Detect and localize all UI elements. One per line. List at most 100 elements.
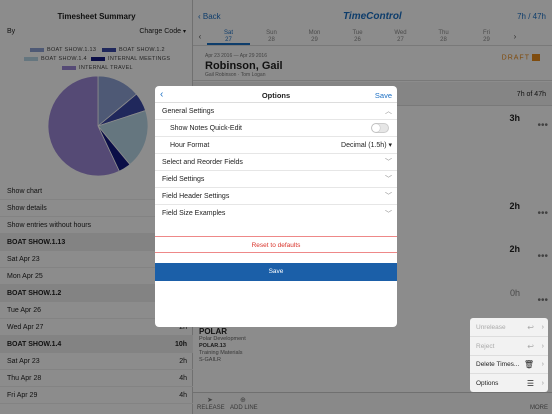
- day-tab[interactable]: Wed 27: [394, 30, 407, 43]
- reject-icon: ↩: [527, 341, 534, 351]
- general-settings-section[interactable]: General Settings ︿: [155, 103, 397, 120]
- day-tab[interactable]: Tue 26: [352, 30, 363, 43]
- list-item[interactable]: Sat Apr 23: [0, 251, 193, 268]
- chevron-down-icon: ▾: [386, 142, 392, 149]
- toggle-knob: [372, 124, 380, 132]
- select-reorder-fields-section[interactable]: Select and Reorder Fields ﹀: [155, 154, 397, 171]
- group-by-select[interactable]: Charge Code ▾: [139, 28, 186, 35]
- show-entries-without-hours-link[interactable]: Show entries without hours: [0, 217, 193, 234]
- chevron-down-icon: ﹀: [385, 176, 392, 183]
- unrelease-action[interactable]: Unrelease ↩ ›: [476, 322, 544, 332]
- bottom-toolbar: ➤ RELEASE ⊕ ADD LINE MORE: [193, 392, 552, 414]
- add-line-icon: ⊕: [240, 397, 246, 404]
- list-item[interactable]: Fri Apr 29 4h: [0, 387, 193, 404]
- show-details-link[interactable]: Show details: [0, 200, 193, 217]
- group-header: BOAT SHOW.1.4 10h: [0, 336, 193, 353]
- nav-bar: ‹ Back TimeControl 7h / 47h: [193, 0, 552, 30]
- group-header: BOAT SHOW.1.2: [0, 285, 193, 302]
- divider: [470, 355, 548, 356]
- draft-icon: [532, 54, 540, 61]
- chevron-right-icon: ›: [541, 342, 544, 350]
- field-header-settings-section[interactable]: Field Header Settings ﹀: [155, 188, 397, 205]
- legend-item: INTERNAL TRAVEL: [62, 65, 133, 71]
- status-badge: DRAFT: [502, 54, 540, 61]
- release-button[interactable]: RELEASE: [197, 405, 225, 411]
- chevron-right-icon: ›: [541, 379, 544, 387]
- more-icon[interactable]: •••: [537, 120, 548, 131]
- more-button[interactable]: MORE: [530, 405, 548, 411]
- options-action[interactable]: Options ☰ ›: [476, 378, 544, 388]
- group-by-value: Charge Code: [139, 28, 181, 35]
- chevron-right-icon: ›: [541, 360, 544, 368]
- field-size-examples-section[interactable]: Field Size Examples ﹀: [162, 210, 392, 218]
- legend-item: BOAT SHOW.1.13: [30, 47, 96, 53]
- timesheet-header: Apr 23 2016 — Apr 29 2016 Robinson, Gail…: [193, 48, 552, 81]
- reset-defaults-button[interactable]: Reset to defaults: [155, 236, 397, 253]
- list-item[interactable]: Thu Apr 28 4h: [0, 370, 193, 387]
- show-chart-link[interactable]: Show chart: [0, 183, 193, 200]
- notes-quick-edit-row: Show Notes Quick-Edit: [155, 120, 397, 137]
- unrelease-icon: ↩: [527, 322, 534, 332]
- chevron-down-icon: ﹀: [385, 159, 392, 166]
- legend-item: BOAT SHOW.1.2: [102, 47, 165, 53]
- chevron-down-icon: ﹀: [385, 193, 392, 200]
- entry-card[interactable]: POLAR Polar Development POLAR.13 Trainin…: [199, 327, 549, 364]
- day-tab[interactable]: Thu 28: [438, 30, 449, 43]
- summary-title: Timesheet Summary: [57, 12, 136, 21]
- notes-quick-edit-toggle[interactable]: [371, 123, 389, 133]
- legend-swatch: [30, 48, 44, 52]
- list-item[interactable]: Wed Apr 27 2h: [0, 319, 193, 336]
- sliders-icon: ☰: [526, 378, 534, 388]
- save-button[interactable]: Save: [155, 263, 397, 281]
- dialog-header: ‹ Options Save: [155, 86, 397, 103]
- app-logo: TimeControl: [343, 11, 402, 22]
- pie-chart: [47, 75, 149, 177]
- chevron-left-icon[interactable]: ‹: [198, 32, 202, 41]
- release-icon: ➤: [207, 397, 213, 404]
- chevron-down-icon: ▾: [182, 29, 186, 35]
- day-tab[interactable]: Mon 29: [308, 30, 321, 43]
- legend-item: BOAT SHOW.1.4: [24, 56, 87, 62]
- reject-action[interactable]: Reject ↩ ›: [476, 341, 544, 351]
- week-total: 7h / 47h: [517, 12, 546, 21]
- day-tab[interactable]: Sun 28: [266, 30, 277, 43]
- dialog-title: Options: [261, 91, 291, 100]
- more-icon[interactable]: •••: [537, 208, 548, 219]
- legend-swatch: [62, 66, 76, 70]
- list-item[interactable]: Tue Apr 26: [0, 302, 193, 319]
- legend-swatch: [102, 48, 116, 52]
- group-by-label: By: [7, 28, 16, 35]
- list-item[interactable]: Mon Apr 25: [0, 268, 193, 285]
- group-header: BOAT SHOW.1.13: [0, 234, 193, 251]
- add-line-button[interactable]: ADD LINE: [230, 405, 258, 411]
- divider: [470, 336, 548, 337]
- chevron-left-icon[interactable]: ‹: [160, 89, 164, 100]
- entry-hours: 2h: [509, 244, 520, 254]
- employee-name: Robinson, Gail: [205, 60, 283, 72]
- hour-format-select[interactable]: Decimal (1.5h) ▾: [341, 142, 392, 149]
- pie-slice: [47, 75, 120, 177]
- field-settings-section[interactable]: Field Settings ﹀: [155, 171, 397, 188]
- legend-swatch: [24, 57, 38, 61]
- header-save-button[interactable]: Save: [374, 91, 392, 100]
- chevron-right-icon: ›: [541, 323, 544, 331]
- delete-times-action[interactable]: Delete Times... 🗑 ›: [476, 359, 544, 369]
- legend-item: INTERNAL MEETINGS: [91, 56, 170, 62]
- chevron-left-icon: ‹: [198, 12, 203, 21]
- more-icon[interactable]: •••: [537, 295, 548, 306]
- back-button[interactable]: ‹ Back: [198, 12, 221, 21]
- day-tab[interactable]: Sat 27: [207, 28, 250, 45]
- summary-list: Show chart Show details Show entries wit…: [0, 183, 193, 404]
- chevron-down-icon: ﹀: [385, 210, 392, 218]
- entry-hours: 2h: [509, 201, 520, 211]
- employee-sub: Gail Robinson · Tom Logan: [205, 72, 266, 78]
- more-icon[interactable]: •••: [537, 251, 548, 262]
- chevron-right-icon[interactable]: ›: [513, 32, 517, 41]
- hour-format-row[interactable]: Hour Format Decimal (1.5h) ▾: [155, 137, 397, 154]
- project-name: POLAR: [199, 327, 227, 336]
- day-tab[interactable]: Fri 29: [483, 30, 490, 43]
- entry-hours: 0h: [509, 288, 520, 298]
- trash-icon: 🗑: [523, 359, 534, 369]
- list-item[interactable]: Sat Apr 23 2h: [0, 353, 193, 370]
- day-strip: ‹ Sat 27 Sun 28 Mon 29 Tue 26 Wed 27 Thu 28 Fr…: [193, 28, 552, 46]
